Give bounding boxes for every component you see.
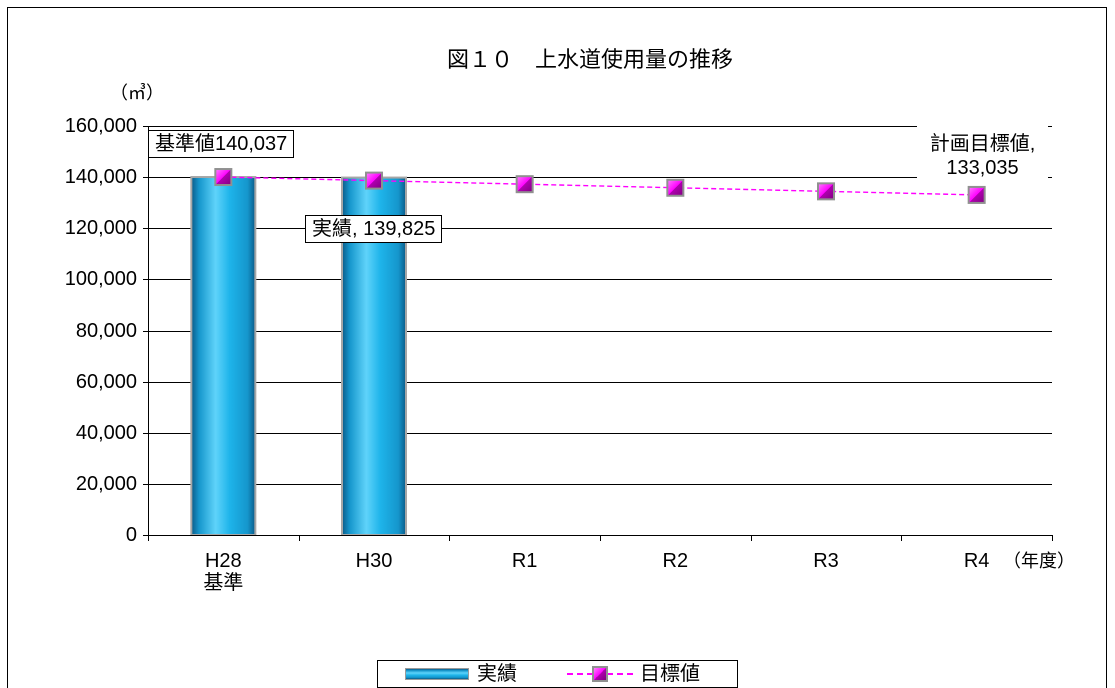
legend-label-target: 目標値 (640, 663, 700, 685)
x-tick-label: H30 (314, 550, 434, 572)
data-label-actual: 実績, 139,825 (305, 215, 443, 243)
data-label-plan-target-line1: 計画目標値, (929, 133, 1036, 155)
y-tick-label: 100,000 (64, 268, 137, 290)
x-tick-label: H28 基準 (163, 550, 283, 594)
axes (143, 126, 1053, 541)
legend: 実績 目標値 (377, 660, 738, 688)
target-marker (515, 175, 534, 194)
x-tick-label-line: R3 (813, 550, 839, 572)
x-tick-label: R2 (615, 550, 735, 572)
y-axis-unit-label: （㎥） (110, 83, 164, 103)
y-tick-label: 80,000 (75, 320, 137, 342)
y-tick-label: 60,000 (75, 371, 137, 393)
data-label-baseline-text: 基準値140,037 (155, 133, 288, 155)
x-tick-label: R3 (766, 550, 886, 572)
line-series-target (214, 168, 986, 204)
x-tick-label-line: H28 (204, 550, 242, 572)
x-axis-unit-label: （年度） (1003, 551, 1075, 571)
chart-title: 図１０ 上水道使用量の推移 (446, 47, 733, 72)
chart-frame (7, 7, 1107, 688)
x-tick-label: R4 (917, 550, 1037, 572)
x-tick-label-line: H30 (355, 550, 393, 572)
x-tick-label-line: R2 (662, 550, 689, 572)
y-tick-label: 120,000 (64, 217, 137, 239)
legend-swatch-actual-bar (405, 668, 469, 680)
data-label-baseline: 基準値140,037 (148, 130, 295, 158)
y-tick-label: 160,000 (64, 115, 137, 137)
y-tick-label: 20,000 (75, 473, 137, 495)
target-marker (666, 178, 685, 197)
y-tick-label: 140,000 (64, 166, 137, 188)
gridlines (148, 126, 1052, 485)
y-tick-label: 40,000 (75, 422, 137, 444)
target-marker (967, 185, 986, 204)
data-label-plan-target: 計画目標値, 133,035 (917, 125, 1048, 182)
x-tick-label-line: 基準 (203, 572, 244, 594)
x-tick-label-line: R1 (511, 550, 538, 572)
data-label-plan-target-line2: 133,035 (946, 157, 1019, 179)
data-label-actual-text: 実績, 139,825 (312, 218, 436, 240)
target-line (223, 176, 977, 196)
legend-swatch-target-marker (592, 666, 608, 682)
y-tick-label: 0 (125, 524, 137, 546)
x-tick-label: R1 (465, 550, 585, 572)
x-tick-label-line: R4 (963, 550, 990, 572)
legend-label-actual: 実績 (477, 663, 517, 685)
target-marker (214, 168, 233, 187)
bar-actual (190, 176, 257, 536)
target-marker (365, 171, 383, 190)
target-marker (817, 182, 835, 201)
